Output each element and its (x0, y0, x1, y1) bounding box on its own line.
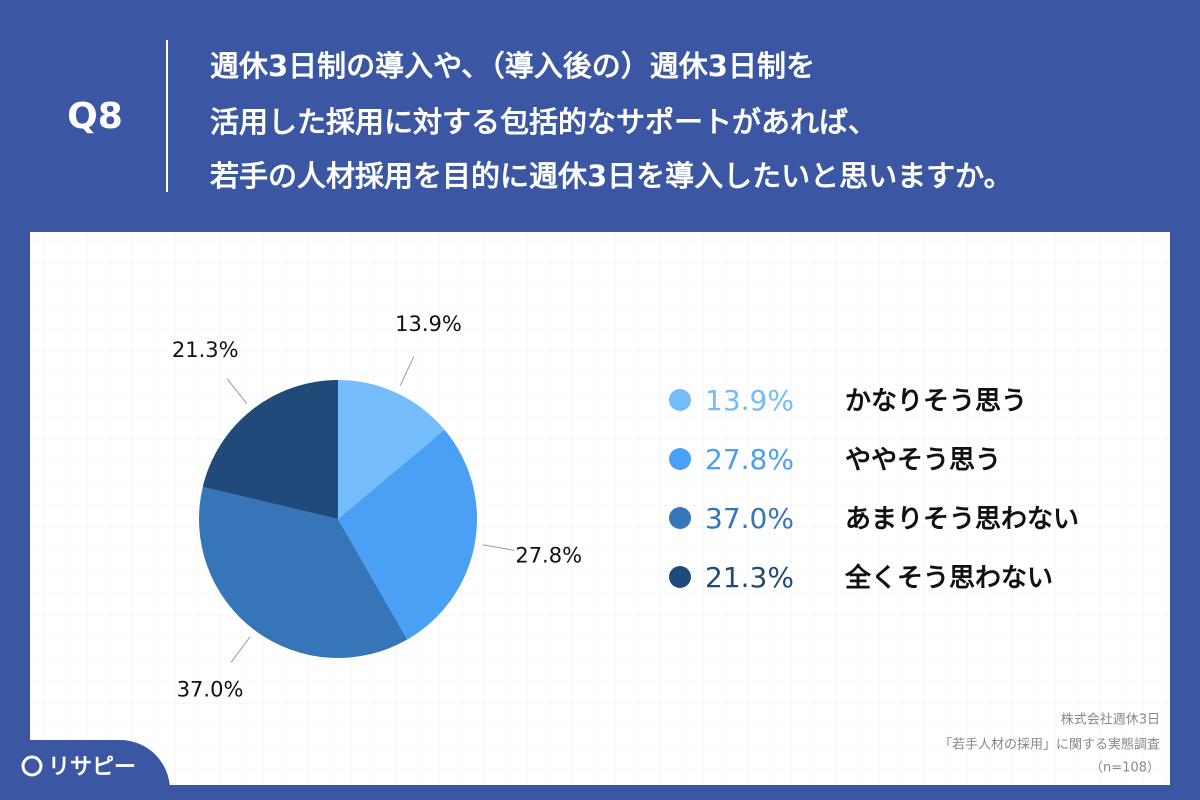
legend-value: 21.3% (705, 561, 794, 594)
data-label: 37.0% (177, 678, 244, 702)
legend-label: あまりそう思わない (845, 505, 1079, 535)
legend-value: 13.9% (705, 384, 794, 417)
logo-icon (21, 755, 43, 777)
title-line: 若手の人材採用を目的に週休3日を導入したいと思いますか。 (210, 159, 1013, 193)
title-line: 週休3日制の導入や、（導入後の）週休3日制を (210, 49, 815, 83)
legend-swatch (669, 566, 691, 588)
pie-slice (338, 380, 445, 519)
logo-tab (0, 740, 170, 800)
data-label: 21.3% (172, 338, 239, 362)
data-label: 13.9% (395, 312, 462, 336)
leader-line (482, 544, 515, 551)
pie-slice (202, 380, 338, 519)
logo: リサピー (48, 755, 136, 780)
legend-swatch (669, 507, 691, 529)
pie-slice (198, 486, 408, 658)
source: 「若手人材の採用」に関する実態調査 (939, 737, 1160, 753)
leader-line (230, 636, 251, 663)
source: 株式会社週休3日 (1061, 712, 1160, 728)
legend-label: ややそう思う (845, 446, 1001, 476)
data-label: 27.8% (515, 543, 582, 567)
legend-label: かなりそう思う (845, 387, 1027, 417)
legend-label: 全くそう思わない (844, 563, 1053, 594)
source: （n=108） (1090, 761, 1160, 776)
legend-swatch (669, 448, 691, 470)
question-label: Q8 (67, 96, 123, 137)
legend-value: 37.0% (705, 502, 794, 535)
title-line: 活用した採用に対する包括的なサポートがあれば、 (210, 105, 877, 139)
leader-line (399, 356, 415, 387)
pie-slice (338, 429, 478, 640)
leader-line (226, 378, 248, 405)
legend-value: 27.8% (705, 443, 794, 476)
legend-swatch (669, 389, 691, 411)
